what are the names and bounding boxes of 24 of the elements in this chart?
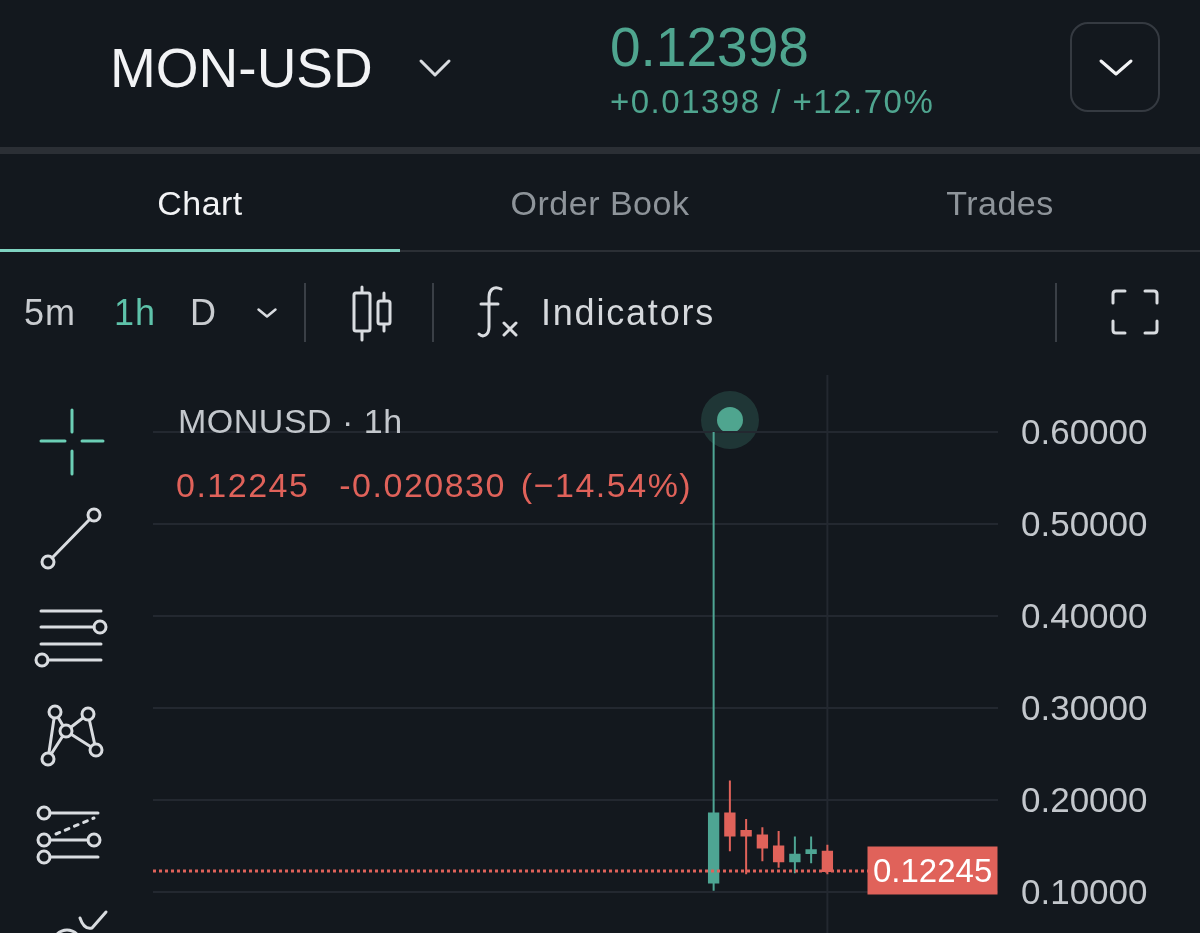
y-tick-label: 0.30000	[1021, 688, 1148, 728]
text: Trades	[946, 184, 1054, 222]
text: 0.12398	[610, 15, 809, 78]
y-tick-label: 0.50000	[1021, 504, 1148, 544]
text: D	[190, 292, 217, 333]
chart-title: MON-USD	[110, 36, 373, 99]
text: Indicators	[541, 292, 716, 333]
y-tick-label: 0.20000	[1021, 779, 1148, 819]
y-tick-label: 0.60000	[1021, 412, 1148, 452]
text: MONUSD · 1h	[178, 402, 403, 440]
text: Order Book	[510, 184, 690, 222]
ref-line-label: 0.12245	[873, 852, 993, 889]
y-tick-label: 0.10000	[1021, 871, 1148, 911]
candlestick	[756, 826, 769, 863]
candlestick	[805, 835, 817, 865]
text: +0.01398 / +12.70%	[610, 82, 935, 120]
text: 5m	[24, 292, 77, 333]
candlestick	[789, 835, 801, 875]
candlestick	[724, 779, 736, 853]
annotation: 0.12245 -0.020830 (−14.54%)	[176, 466, 693, 504]
text: Chart	[157, 184, 243, 222]
text: 1h	[114, 292, 157, 333]
y-tick-label: 0.40000	[1021, 596, 1148, 636]
candlestick	[707, 431, 720, 892]
